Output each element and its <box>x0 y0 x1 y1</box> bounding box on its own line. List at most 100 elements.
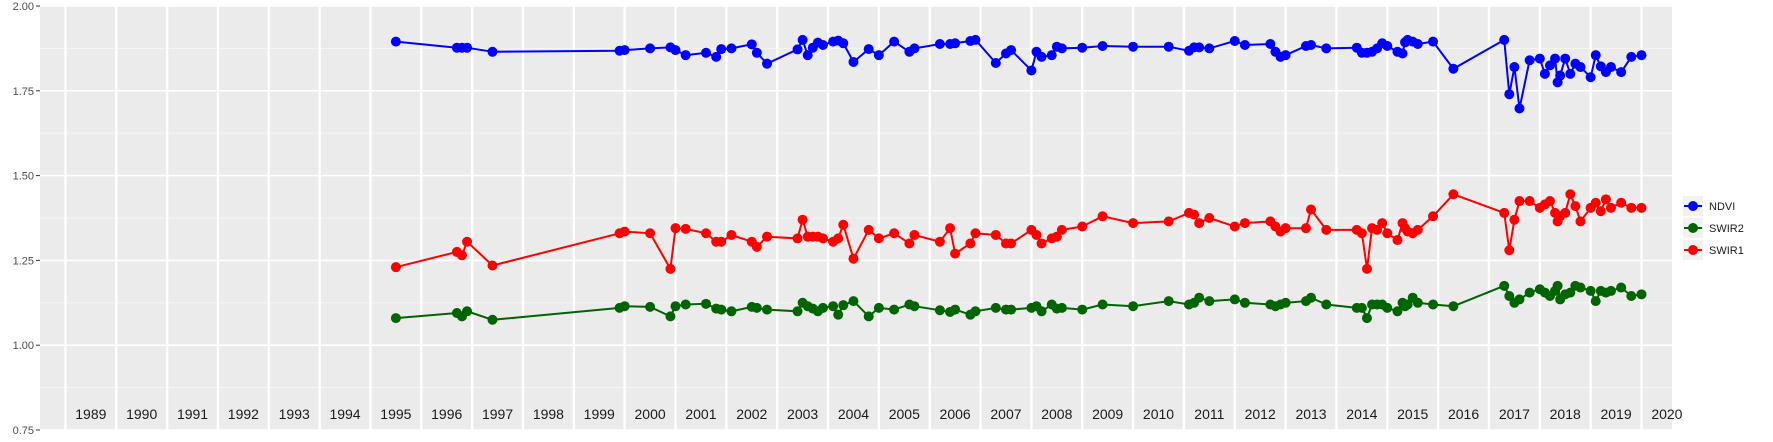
data-point-swir1 <box>1189 209 1200 220</box>
year-label: 2003 <box>787 406 818 422</box>
data-point-ndvi <box>1412 38 1423 49</box>
data-point-swir2 <box>1128 301 1139 312</box>
data-point-ndvi <box>1006 45 1017 56</box>
legend: NDVI SWIR2 SWIR1 <box>1679 192 1765 266</box>
data-point-ndvi <box>1026 65 1037 76</box>
year-label: 1997 <box>482 406 513 422</box>
data-point-swir1 <box>889 228 900 239</box>
data-point-swir1 <box>950 248 961 259</box>
data-point-swir1 <box>838 219 849 230</box>
data-point-swir1 <box>1229 221 1240 232</box>
data-point-swir2 <box>1204 296 1215 307</box>
data-point-ndvi <box>889 36 900 47</box>
data-point-ndvi <box>797 34 808 45</box>
data-point-ndvi <box>1046 50 1057 61</box>
data-point-swir1 <box>1306 204 1317 215</box>
data-point-swir1 <box>487 260 498 271</box>
data-point-swir1 <box>680 223 691 234</box>
data-point-swir2 <box>792 306 803 317</box>
data-point-ndvi <box>1565 68 1576 79</box>
data-point-swir1 <box>945 223 956 234</box>
data-point-swir2 <box>848 296 859 307</box>
year-label: 2011 <box>1194 406 1224 422</box>
data-point-ndvi <box>1544 60 1555 71</box>
year-label: 1990 <box>126 406 157 422</box>
data-point-swir1 <box>1372 224 1383 235</box>
data-point-ndvi <box>1239 40 1250 51</box>
year-label: 1996 <box>431 406 462 422</box>
data-point-swir1 <box>1361 263 1372 274</box>
data-point-ndvi <box>1514 103 1525 114</box>
data-point-ndvi <box>746 39 757 50</box>
data-point-swir1 <box>716 236 727 247</box>
data-point-swir2 <box>670 301 681 312</box>
data-point-swir2 <box>817 302 828 313</box>
data-point-swir1 <box>1499 207 1510 218</box>
data-point-swir1 <box>904 238 915 249</box>
year-label: 1995 <box>380 406 411 422</box>
data-point-swir2 <box>950 304 961 315</box>
data-point-swir2 <box>828 301 839 312</box>
year-label: 2009 <box>1092 406 1123 422</box>
legend-key-point-swir2 <box>1688 223 1698 233</box>
data-point-swir1 <box>934 236 945 247</box>
data-point-swir2 <box>716 304 727 315</box>
year-label: 2020 <box>1651 406 1682 422</box>
data-point-swir2 <box>1524 287 1535 298</box>
data-point-swir1 <box>1560 207 1571 218</box>
data-point-swir1 <box>1077 221 1088 232</box>
data-point-swir2 <box>1006 304 1017 315</box>
data-point-swir2 <box>1229 294 1240 305</box>
data-point-ndvi <box>817 40 828 51</box>
data-point-swir2 <box>990 302 1001 313</box>
year-label: 2018 <box>1550 406 1581 422</box>
data-point-swir1 <box>863 224 874 235</box>
data-point-swir1 <box>817 233 828 244</box>
data-point-swir1 <box>1194 218 1205 229</box>
data-point-swir1 <box>462 236 473 247</box>
data-point-ndvi <box>711 51 722 62</box>
data-point-swir1 <box>762 231 773 242</box>
year-label: 2006 <box>940 406 971 422</box>
data-point-ndvi <box>1321 43 1332 54</box>
data-point-swir2 <box>1552 280 1563 291</box>
data-point-ndvi <box>462 42 473 53</box>
data-point-swir1 <box>1428 211 1439 222</box>
year-label: 1998 <box>533 406 564 422</box>
data-point-ndvi <box>1097 41 1108 52</box>
year-label: 2005 <box>889 406 920 422</box>
data-point-swir2 <box>1056 302 1067 313</box>
data-point-ndvi <box>1036 51 1047 62</box>
data-point-swir2 <box>1514 294 1525 305</box>
data-point-swir1 <box>1636 202 1647 213</box>
year-label: 2019 <box>1600 406 1631 422</box>
data-point-ndvi <box>873 50 884 61</box>
data-point-swir2 <box>909 301 920 312</box>
data-point-swir1 <box>1514 196 1525 207</box>
data-point-swir2 <box>1575 282 1586 293</box>
data-point-ndvi <box>1575 62 1586 73</box>
data-point-ndvi <box>1397 48 1408 59</box>
data-point-swir1 <box>670 223 681 234</box>
x-axis-year-labels: 1989 1990 1991 1992 1993 1994 1995 1996 1997 1998… <box>75 406 1682 422</box>
data-point-swir1 <box>970 228 981 239</box>
data-point-ndvi <box>1605 62 1616 73</box>
data-point-ndvi <box>990 57 1001 68</box>
data-point-swir1 <box>1575 216 1586 227</box>
data-point-ndvi <box>1590 50 1601 61</box>
data-point-swir2 <box>1590 296 1601 307</box>
year-label: 1991 <box>177 406 208 422</box>
data-point-swir1 <box>645 228 656 239</box>
data-point-swir2 <box>1361 313 1372 324</box>
data-point-swir2 <box>1382 302 1393 313</box>
data-point-ndvi <box>701 47 712 58</box>
data-point-swir2 <box>462 306 473 317</box>
data-point-ndvi <box>909 43 920 54</box>
data-point-swir1 <box>1504 245 1515 256</box>
year-label: 2007 <box>990 406 1021 422</box>
data-point-ndvi <box>1585 72 1596 83</box>
data-point-swir1 <box>1524 196 1535 207</box>
data-point-ndvi <box>838 38 849 49</box>
data-point-ndvi <box>1077 42 1088 53</box>
data-point-ndvi <box>1504 89 1515 100</box>
